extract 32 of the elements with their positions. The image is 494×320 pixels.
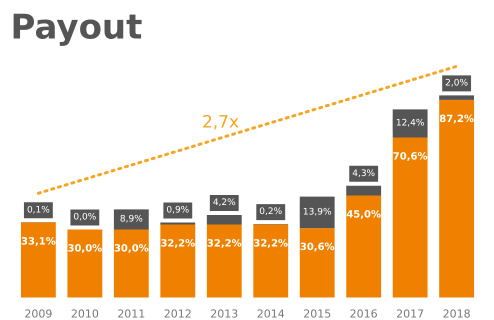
x-tick-label: 2010: [70, 308, 99, 320]
x-tick-label: 2009: [24, 308, 52, 320]
data-label: 33,1%: [21, 236, 56, 248]
data-label: 2,0%: [445, 78, 468, 88]
data-label: 30,0%: [68, 244, 102, 255]
data-label: 45,0%: [346, 210, 382, 221]
x-tick-label: 2015: [303, 308, 332, 320]
x-tick-label: 2017: [396, 308, 424, 320]
x-tick-label: 2013: [210, 308, 238, 320]
data-label: 4,3%: [352, 168, 376, 179]
data-label: 32,2%: [160, 238, 196, 250]
data-label: 12,4%: [396, 118, 425, 128]
data-label: 0,9%: [166, 205, 190, 216]
data-label: 0,0%: [73, 212, 97, 223]
annotation: 2,7x: [202, 112, 240, 132]
data-label: 0,2%: [259, 207, 283, 218]
text: Payout: [10, 8, 142, 48]
data-label: 0,1%: [26, 205, 50, 216]
data-label: 8,9%: [120, 214, 144, 224]
data-label: 4,2%: [212, 198, 236, 208]
data-label: 32,2%: [206, 238, 242, 250]
data-label: 30,0%: [114, 244, 149, 255]
data-label: 13,9%: [302, 207, 332, 218]
x-tick-label: 2016: [350, 308, 378, 320]
x-tick-label: 2018: [442, 308, 471, 320]
data-label: 70,6%: [392, 152, 428, 163]
data-label: 87,2%: [439, 114, 474, 125]
x-tick-label: 2011: [117, 308, 146, 320]
x-tick-label: 2014: [256, 308, 285, 320]
x-tick-label: 2012: [164, 308, 192, 320]
data-label: 32,2%: [253, 238, 288, 250]
data-label: 30,6%: [300, 242, 335, 254]
